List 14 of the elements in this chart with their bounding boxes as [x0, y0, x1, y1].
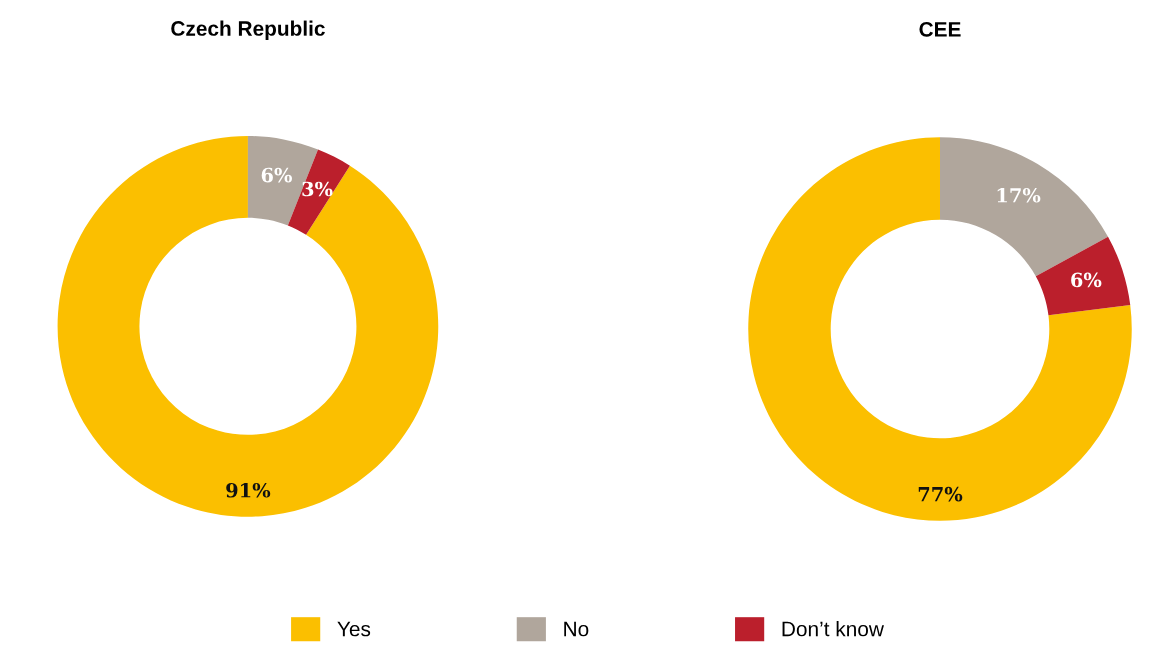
data-label: 6%: [1071, 272, 1102, 288]
legend-label: No: [564, 621, 589, 637]
data-label: 6%: [261, 167, 292, 183]
data-label: 91%: [226, 482, 271, 498]
data-label: 17%: [997, 187, 1041, 203]
donut-slice: [57, 136, 439, 517]
data-label: 77%: [918, 486, 963, 502]
legend-label: Yes: [337, 621, 371, 637]
chart-title: CEE: [919, 21, 961, 37]
donut-slice: [1035, 236, 1131, 316]
data-label: 3%: [302, 181, 333, 197]
donut-slice: [748, 137, 1132, 521]
chart-title: Czech Republic: [171, 20, 325, 40]
legend-label: Don’t know: [782, 621, 884, 637]
